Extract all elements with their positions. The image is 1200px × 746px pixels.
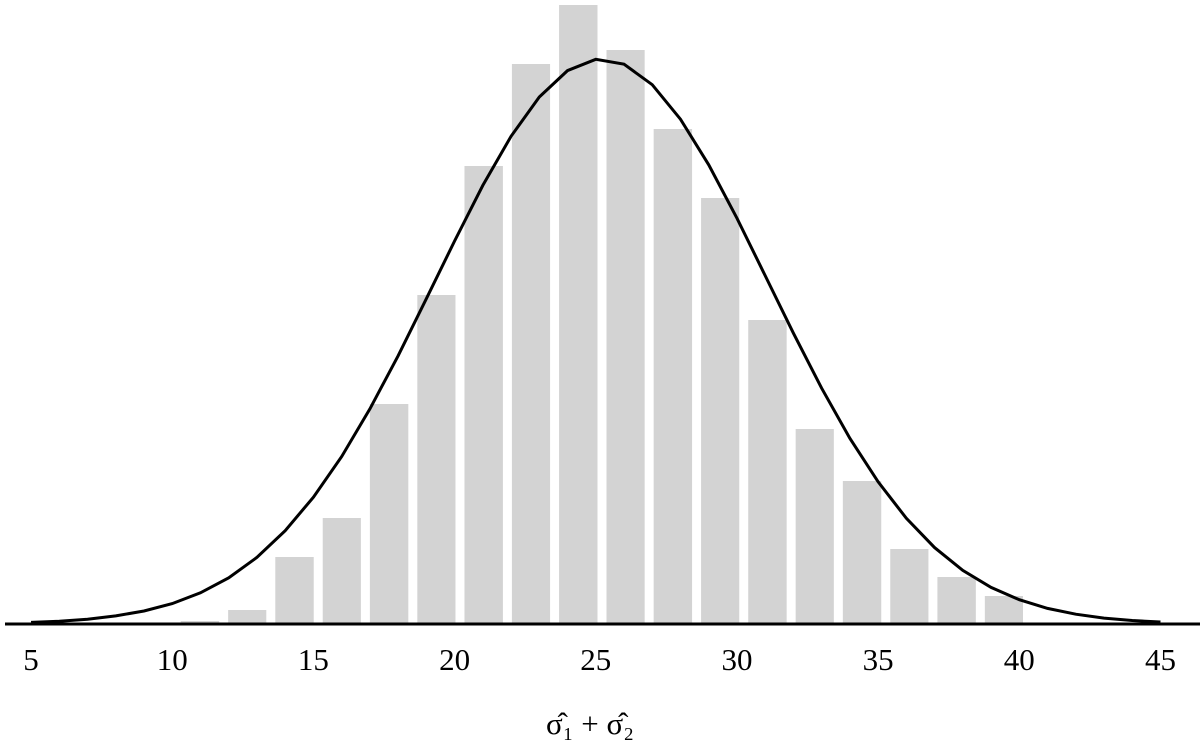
x-tick-label: 35	[863, 642, 894, 677]
x-tick-label: 5	[23, 642, 39, 677]
bar	[890, 549, 929, 624]
bar	[417, 295, 456, 624]
x-tick-label: 45	[1145, 642, 1176, 677]
x-tick-label: 30	[721, 642, 752, 677]
bar	[748, 320, 787, 624]
bar	[984, 596, 1023, 624]
bar	[701, 198, 740, 624]
x-tick-label: 20	[439, 642, 470, 677]
bar	[228, 610, 267, 624]
bar	[559, 5, 598, 624]
bar	[937, 577, 976, 624]
bar	[464, 166, 503, 624]
x-tick-label: 25	[580, 642, 611, 677]
bar	[511, 64, 551, 624]
x-tick-label: 10	[157, 642, 188, 677]
bar	[842, 481, 882, 624]
density-curve	[30, 57, 1161, 624]
bar	[653, 129, 693, 624]
bar	[369, 404, 409, 624]
x-tick-label: 15	[298, 642, 329, 677]
x-tick-label: 40	[1004, 642, 1035, 677]
x-axis-label: σ̂₁ + σ̂₂	[546, 706, 634, 741]
bar	[322, 518, 361, 624]
bar	[795, 429, 834, 624]
bar	[275, 557, 314, 624]
bar	[606, 50, 645, 624]
